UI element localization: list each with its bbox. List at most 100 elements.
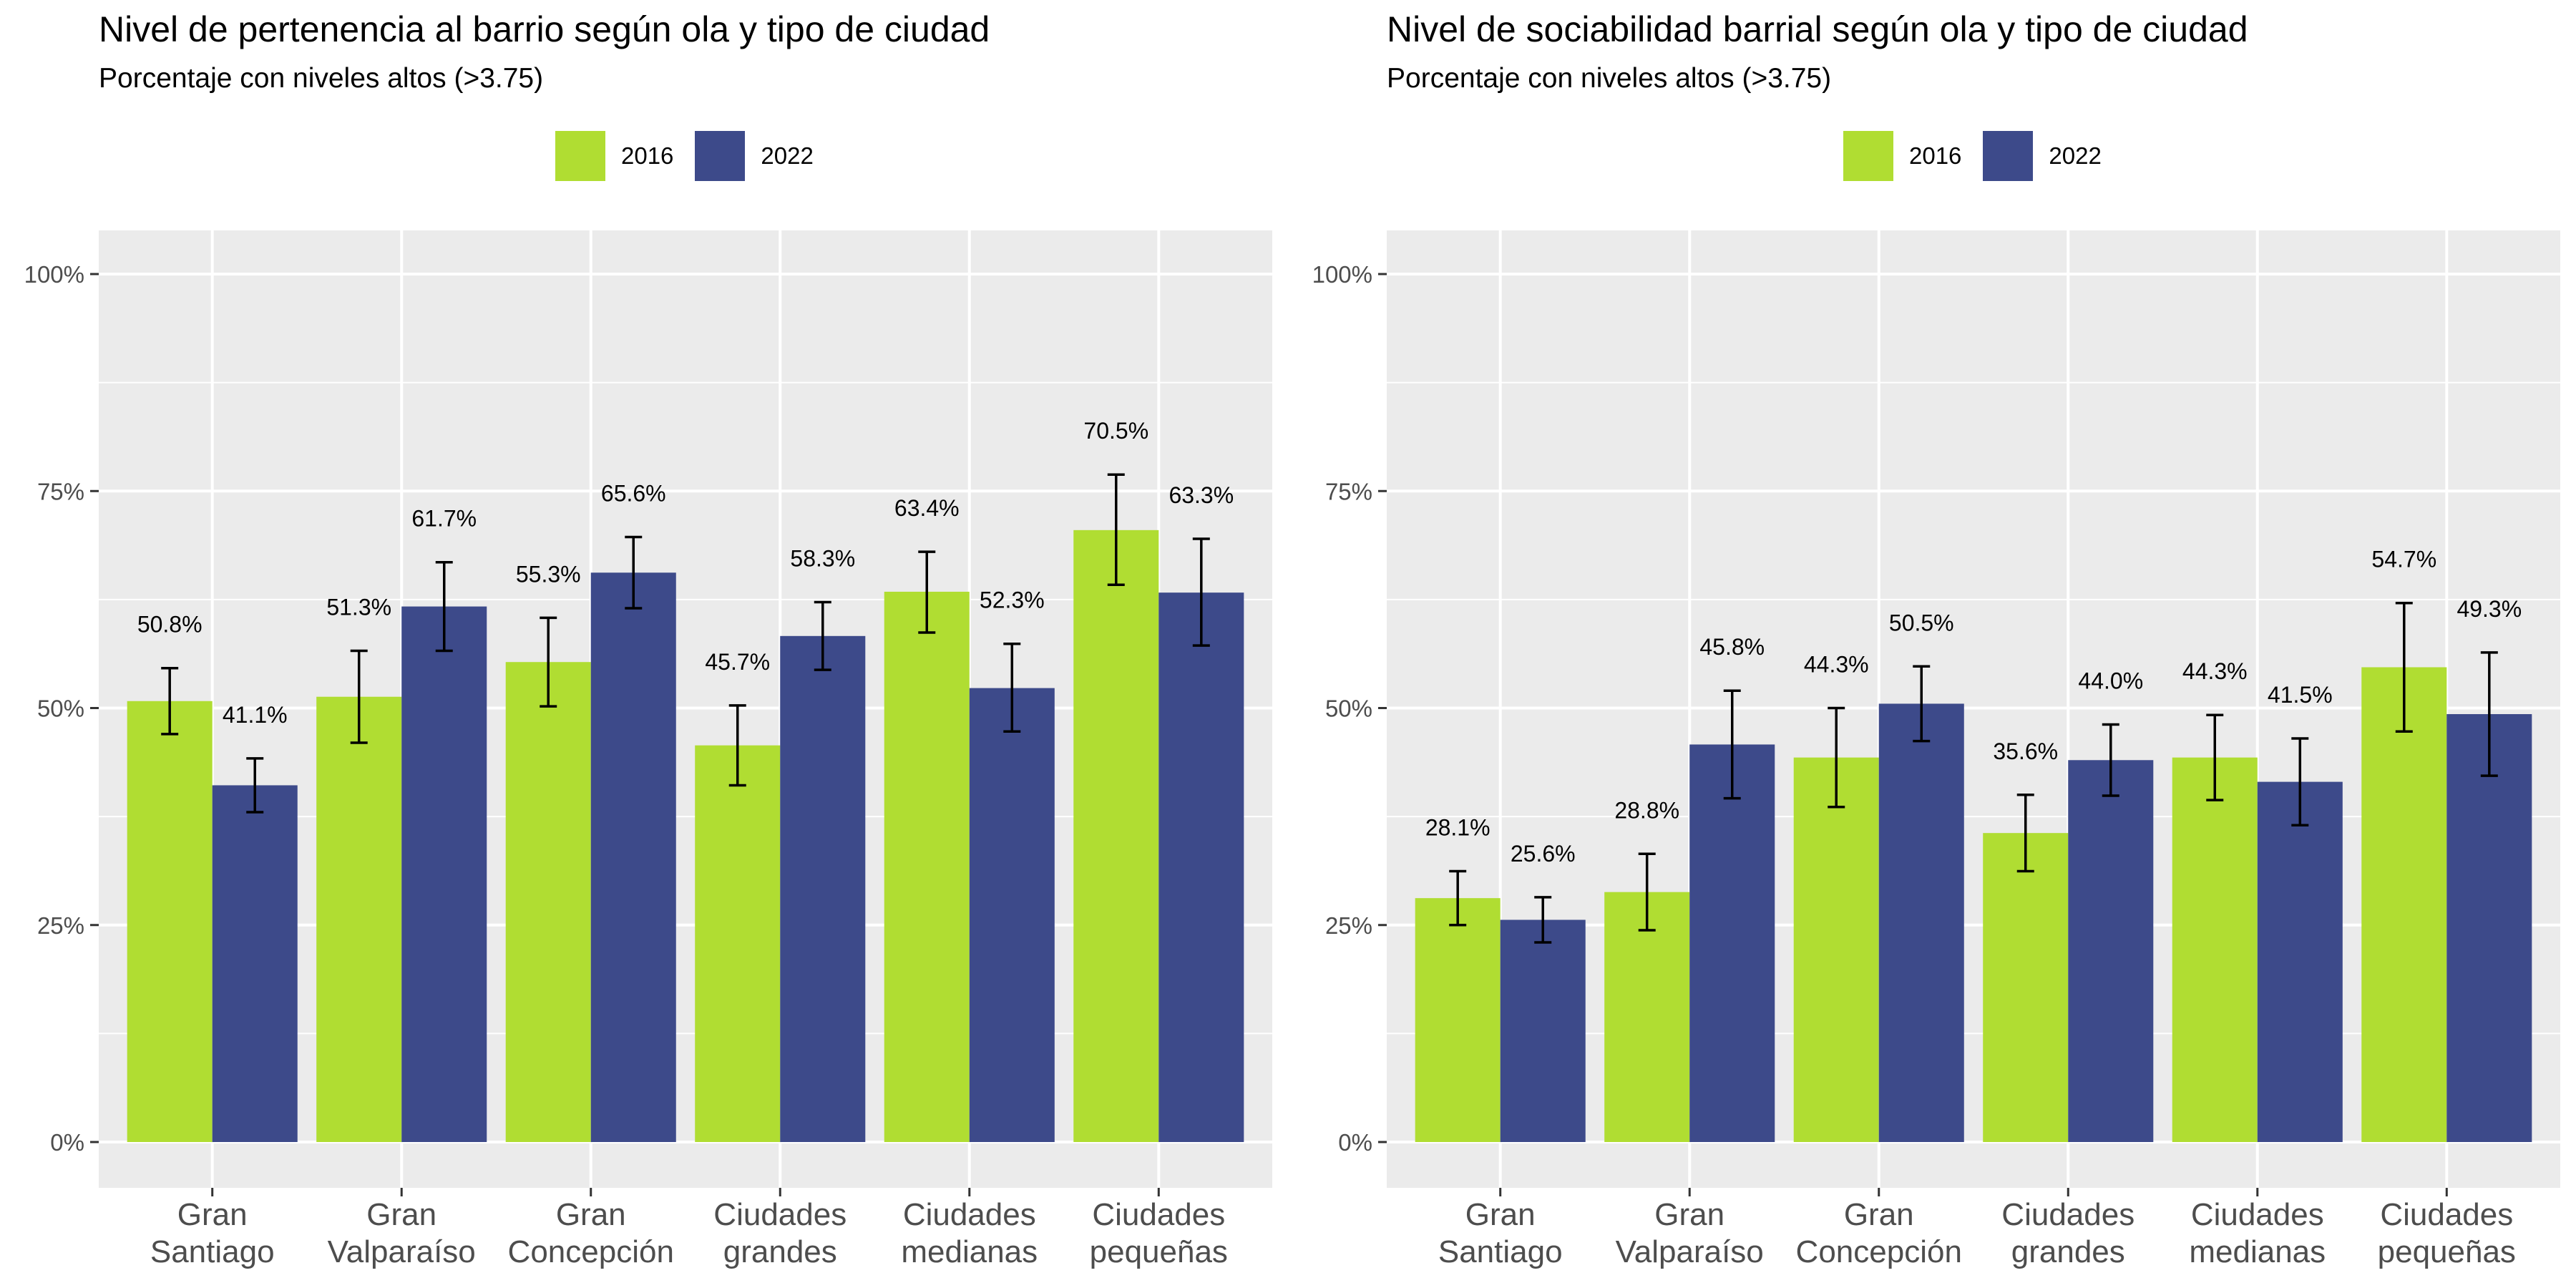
data-label-2016-2: 44.3%	[1804, 652, 1869, 678]
bar-2022-0	[212, 785, 298, 1142]
x-tick-label: medianas	[901, 1234, 1038, 1269]
x-tick-label: Gran	[556, 1197, 626, 1232]
legend-swatch-2022	[1983, 131, 2034, 181]
data-label-2022-0: 41.1%	[223, 702, 288, 728]
y-tick-label: 50%	[1325, 696, 1372, 722]
data-label-2022-2: 65.6%	[601, 481, 666, 507]
x-tick-label: Ciudades	[713, 1197, 847, 1232]
x-tick-label: Valparaíso	[1616, 1234, 1764, 1269]
bar-2016-2	[505, 662, 591, 1142]
chart-legend: 2016 2022	[555, 130, 835, 182]
x-tick-label: grandes	[723, 1234, 837, 1269]
x-tick-label: Gran	[1465, 1197, 1536, 1232]
data-label-2022-4: 52.3%	[980, 587, 1045, 613]
data-label-2022-0: 25.6%	[1511, 841, 1576, 867]
y-tick-label: 0%	[1338, 1129, 1372, 1156]
bar-2022-1	[1689, 744, 1775, 1142]
legend-item-2022: 2022	[695, 131, 814, 181]
x-tick-label: grandes	[2011, 1234, 2125, 1269]
legend-label-2022: 2022	[761, 142, 814, 169]
legend-item-2022: 2022	[1983, 131, 2102, 181]
x-tick-label: medianas	[2189, 1234, 2326, 1269]
x-tick-label: Gran	[1844, 1197, 1914, 1232]
data-label-2016-3: 35.6%	[1993, 738, 2058, 764]
data-label-2022-3: 44.0%	[2078, 668, 2143, 694]
data-label-2016-0: 50.8%	[137, 612, 203, 638]
legend-item-2016: 2016	[555, 131, 673, 181]
x-tick-label: Gran	[366, 1197, 436, 1232]
bar-2022-5	[2446, 713, 2532, 1142]
y-tick-label: 75%	[37, 478, 84, 504]
legend-item-2016: 2016	[1843, 131, 1961, 181]
x-tick-label: pequeñas	[1090, 1234, 1228, 1269]
chart-title: Nivel de sociabilidad barrial según ola …	[1387, 9, 2248, 49]
data-label-2016-1: 28.8%	[1614, 797, 1679, 823]
chart-panel-pertenencia: Nivel de pertenencia al barrio según ola…	[24, 9, 1272, 1269]
data-label-2016-1: 51.3%	[326, 594, 391, 620]
x-tick-label: Ciudades	[2001, 1197, 2135, 1232]
y-tick-label: 0%	[50, 1129, 84, 1156]
chart-legend: 2016 2022	[1843, 130, 2123, 182]
y-tick-label: 75%	[1325, 478, 1372, 504]
bar-2022-4	[2257, 781, 2343, 1142]
legend-label-2016: 2016	[1909, 142, 1962, 169]
x-tick-label: Ciudades	[2191, 1197, 2324, 1232]
bar-2016-3	[695, 745, 781, 1142]
y-tick-label: 25%	[37, 912, 84, 939]
data-label-2022-4: 41.5%	[2268, 682, 2333, 708]
chart-title: Nivel de pertenencia al barrio según ola…	[99, 9, 990, 49]
bar-2016-0	[1415, 898, 1501, 1142]
y-tick-label: 50%	[37, 696, 84, 722]
bar-2022-1	[401, 606, 487, 1142]
bar-2016-5	[1073, 530, 1159, 1142]
bar-2022-3	[2068, 760, 2154, 1142]
x-tick-label: pequeñas	[2378, 1234, 2516, 1269]
x-tick-label: Ciudades	[2380, 1197, 2513, 1232]
bar-2016-4	[2172, 757, 2258, 1142]
legend-swatch-2022	[695, 131, 746, 181]
x-tick-label: Ciudades	[903, 1197, 1036, 1232]
bar-2022-5	[1158, 592, 1244, 1142]
bar-chart-sociabilidad: 0% 25% 50% 75% 100% 28.1% 28.8% 44.3% 35.6% 44.3%…	[1312, 230, 2560, 1269]
data-label-2016-4: 44.3%	[2182, 658, 2248, 684]
x-tick-label: Santiago	[150, 1234, 275, 1269]
data-label-2022-1: 45.8%	[1699, 634, 1765, 660]
bar-2022-2	[1878, 703, 1964, 1142]
y-tick-label: 25%	[1325, 912, 1372, 939]
x-tick-label: Concepción	[1796, 1234, 1962, 1269]
data-label-2016-5: 70.5%	[1083, 418, 1148, 444]
data-label-2022-2: 50.5%	[1889, 610, 1954, 635]
data-label-2016-4: 63.4%	[894, 495, 960, 521]
y-tick-label: 100%	[1312, 261, 1372, 288]
bar-2016-2	[1793, 757, 1879, 1142]
x-tick-label: Concepción	[508, 1234, 674, 1269]
legend-label-2016: 2016	[621, 142, 674, 169]
data-label-2016-2: 55.3%	[516, 561, 581, 587]
x-tick-label: Ciudades	[1092, 1197, 1225, 1232]
bar-2022-3	[780, 635, 866, 1142]
data-label-2022-5: 49.3%	[2457, 596, 2522, 622]
legend-swatch-2016	[555, 131, 605, 181]
x-tick-label: Gran	[1654, 1197, 1724, 1232]
x-tick-label: Valparaíso	[328, 1234, 476, 1269]
bar-chart-pertenencia: 0% 25% 50% 75% 100% 50.8% 51.3% 55.3% 45.7% 63.4%…	[24, 230, 1272, 1269]
bar-2016-3	[1983, 833, 2069, 1142]
bar-2016-1	[316, 696, 402, 1142]
x-tick-label: Gran	[177, 1197, 248, 1232]
bar-2022-0	[1500, 919, 1586, 1142]
chart-panel-sociabilidad: Nivel de sociabilidad barrial según ola …	[1288, 0, 2576, 1288]
data-label-2016-0: 28.1%	[1425, 815, 1491, 841]
data-label-2016-5: 54.7%	[2371, 547, 2436, 572]
bar-2016-4	[884, 591, 970, 1142]
chart-subtitle: Porcentaje con niveles altos (>3.75)	[99, 63, 544, 94]
chart-subtitle: Porcentaje con niveles altos (>3.75)	[1387, 63, 1832, 94]
bar-2022-2	[590, 572, 676, 1142]
data-label-2022-5: 63.3%	[1169, 482, 1234, 508]
bar-2016-5	[2361, 667, 2447, 1142]
data-label-2022-1: 61.7%	[411, 506, 477, 532]
bar-2016-0	[127, 701, 213, 1142]
y-tick-label: 100%	[24, 261, 84, 288]
bar-2016-1	[1604, 892, 1690, 1142]
x-tick-label: Santiago	[1438, 1234, 1563, 1269]
bar-2022-4	[969, 688, 1055, 1142]
